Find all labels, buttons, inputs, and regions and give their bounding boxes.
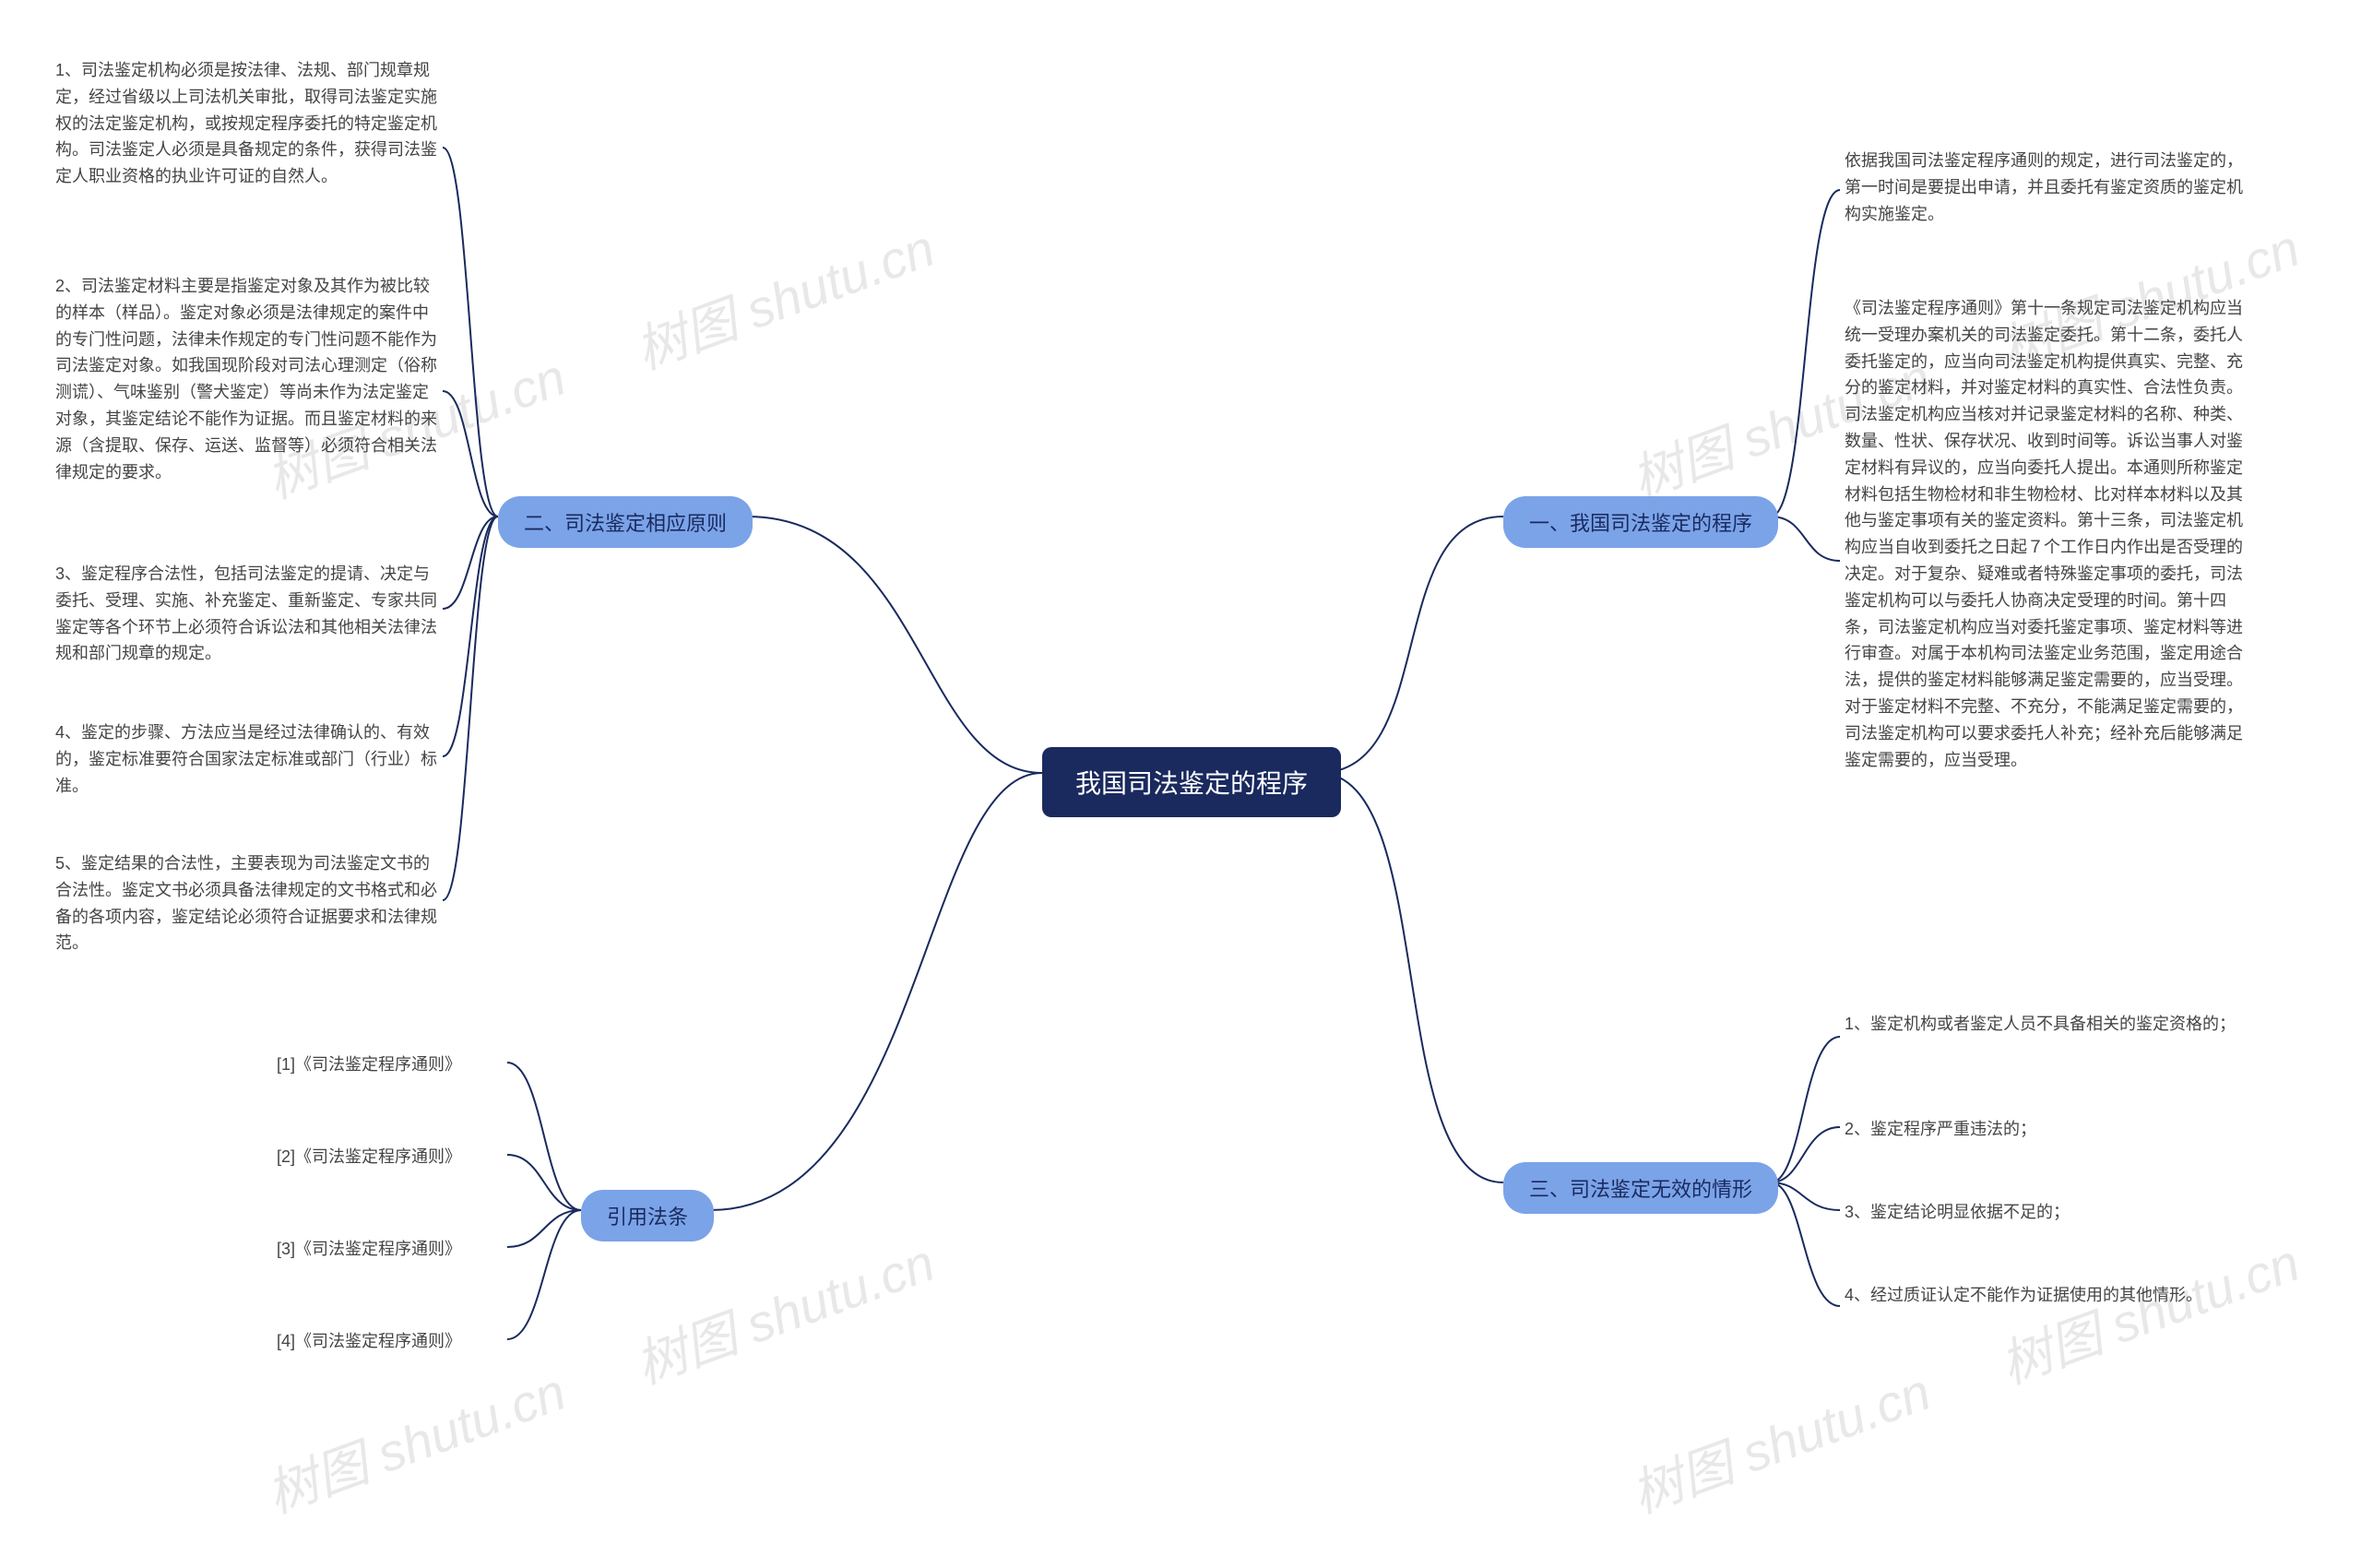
- leaf-text: 5、鉴定结果的合法性，主要表现为司法鉴定文书的合法性。鉴定文书必须具备法律规定的…: [55, 850, 443, 956]
- watermark: 树图 shutu.cn: [255, 1350, 575, 1527]
- leaf-text: 依据我国司法鉴定程序通则的规定，进行司法鉴定的，第一时间是要提出申请，并且委托有…: [1845, 148, 2250, 227]
- watermark: 树图 shutu.cn: [1988, 1221, 2308, 1398]
- watermark: 树图 shutu.cn: [623, 207, 943, 384]
- leaf-text: [4]《司法鉴定程序通则》: [277, 1328, 461, 1355]
- leaf-text: [2]《司法鉴定程序通则》: [277, 1144, 461, 1170]
- branch-left-bottom[interactable]: 引用法条: [581, 1190, 714, 1241]
- leaf-text: 4、经过质证认定不能作为证据使用的其他情形。: [1845, 1282, 2202, 1309]
- branch-left-top[interactable]: 二、司法鉴定相应原则: [498, 496, 753, 548]
- leaf-text: 2、鉴定程序严重违法的；: [1845, 1116, 2036, 1143]
- leaf-text: 1、司法鉴定机构必须是按法律、法规、部门规章规定，经过省级以上司法机关审批，取得…: [55, 57, 443, 190]
- leaf-text: [3]《司法鉴定程序通则》: [277, 1236, 461, 1263]
- branch-right-top[interactable]: 一、我国司法鉴定的程序: [1503, 496, 1778, 548]
- leaf-text: 3、鉴定结论明显依据不足的；: [1845, 1199, 2070, 1226]
- leaf-text: 3、鉴定程序合法性，包括司法鉴定的提请、决定与委托、受理、实施、补充鉴定、重新鉴…: [55, 561, 443, 667]
- watermark: 树图 shutu.cn: [1619, 1350, 1940, 1527]
- leaf-text: 4、鉴定的步骤、方法应当是经过法律确认的、有效的，鉴定标准要符合国家法定标准或部…: [55, 719, 443, 799]
- watermark: 树图 shutu.cn: [623, 1221, 943, 1398]
- branch-right-bottom[interactable]: 三、司法鉴定无效的情形: [1503, 1162, 1778, 1214]
- leaf-text: 《司法鉴定程序通则》第十一条规定司法鉴定机构应当统一受理办案机关的司法鉴定委托。…: [1845, 295, 2250, 773]
- leaf-text: 1、鉴定机构或者鉴定人员不具备相关的鉴定资格的；: [1845, 1011, 2236, 1038]
- center-node[interactable]: 我国司法鉴定的程序: [1042, 747, 1341, 817]
- leaf-text: 2、司法鉴定材料主要是指鉴定对象及其作为被比较的样本（样品）。鉴定对象必须是法律…: [55, 273, 443, 485]
- leaf-text: [1]《司法鉴定程序通则》: [277, 1051, 461, 1078]
